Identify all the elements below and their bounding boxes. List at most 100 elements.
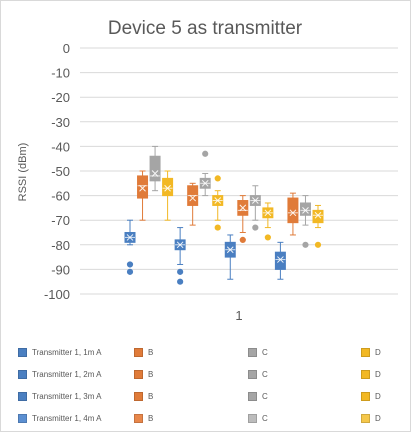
legend-label: D [375,391,381,401]
box-series [124,145,324,285]
y-tick-label: -70 [51,213,70,228]
legend-item: D [361,389,381,403]
mean-marker [126,234,134,241]
legend-label: Transmitter 1, 3m A [32,391,102,401]
outlier-point [314,241,322,248]
y-axis-label: RSSI (dBm) [17,143,29,202]
legend: Transmitter 1, 1m A B C D Transmitter 1, 2m … [18,345,410,431]
legend-label: B [148,391,154,401]
outlier-point [202,150,209,157]
mean-marker [139,184,146,192]
box-body [299,202,311,216]
legend-swatch [361,391,370,401]
mean-marker [176,241,184,249]
mean-marker [201,179,209,187]
outlier-point [264,234,271,241]
box-3 [149,145,161,192]
legend-swatch [248,413,257,423]
outlier-point [126,261,134,268]
legend-swatch [18,413,27,423]
box-13 [274,241,286,280]
legend-label: Transmitter 1, 1m A [32,347,102,357]
box-1 [124,219,136,275]
legend-item: C [248,389,268,403]
y-tick-label: -10 [51,66,70,81]
mean-marker [277,256,284,263]
y-tick-label: -30 [51,115,70,130]
legend-item: B [134,411,153,425]
legend-item: B [134,345,153,359]
box-body [149,155,161,182]
y-tick-label: 0 [63,41,70,56]
y-tick-label: -60 [51,189,70,204]
legend-label: Transmitter 1, 4m A [32,413,102,423]
box-body [274,251,286,270]
box-9 [224,234,236,280]
y-tick-label: -100 [44,287,70,302]
box-body [137,175,149,199]
legend-swatch [361,413,370,423]
legend-label: C [262,369,268,379]
legend-swatch [18,391,27,401]
legend-label: B [148,413,154,423]
box-7 [199,150,211,197]
box-2 [137,170,149,221]
box-11 [249,185,261,231]
legend-label: D [375,347,381,357]
legend-swatch [248,369,257,379]
legend-label: D [375,413,381,423]
mean-marker [239,204,247,212]
x-tick-label: 1 [235,308,242,323]
box-6 [187,182,199,226]
mean-marker [226,246,234,254]
legend-swatch [134,369,143,379]
mean-marker [314,211,322,219]
mean-marker [151,170,159,177]
y-tick-label: -20 [51,90,70,105]
x-tick-labels: 1 [235,308,242,323]
box-5 [174,227,186,285]
mean-marker [264,209,272,217]
y-tick-label: -90 [51,262,70,277]
outlier-point [252,224,259,231]
legend-item: B [134,367,153,381]
legend-swatch [248,391,257,401]
y-tick-label: -50 [51,164,70,179]
box-16 [312,204,324,248]
y-tick-labels: 0 -10 -20 -30 -40 -50 -60 -70 -80 -90 -100 [44,41,70,302]
legend-swatch [134,391,143,401]
legend-item: C [248,411,268,425]
legend-swatch [18,369,27,379]
legend-label: B [148,369,154,379]
outlier-point [177,278,184,285]
legend-item: Transmitter 1, 2m A [18,367,102,381]
legend-swatch [361,369,370,379]
legend-item: D [361,367,381,381]
legend-label: C [262,413,268,423]
legend-swatch [134,413,143,423]
gridlines [80,47,398,295]
legend-item: D [361,411,381,425]
box-14 [287,192,299,236]
mean-marker [189,194,197,202]
legend-label: Transmitter 1, 2m A [32,369,102,379]
legend-item: Transmitter 1, 1m A [18,345,102,359]
mean-marker [289,209,297,217]
y-tick-label: -40 [51,139,70,154]
outlier-point [302,241,309,248]
legend-swatch [134,347,143,357]
y-tick-label: -80 [51,238,70,253]
box-plot-chart: Device 5 as transmitter RSSI (dBm) 0 -10 -… [17,18,398,323]
mean-marker [302,207,309,214]
legend-swatch [18,347,27,357]
outlier-point [214,175,221,182]
outlier-point [239,236,246,243]
legend-item: Transmitter 1, 3m A [18,389,102,403]
legend-item: D [361,345,381,359]
mean-marker [164,184,171,192]
legend-item: C [248,345,268,359]
box-body [312,209,324,224]
box-8 [212,175,224,231]
outlier-point [126,268,134,275]
